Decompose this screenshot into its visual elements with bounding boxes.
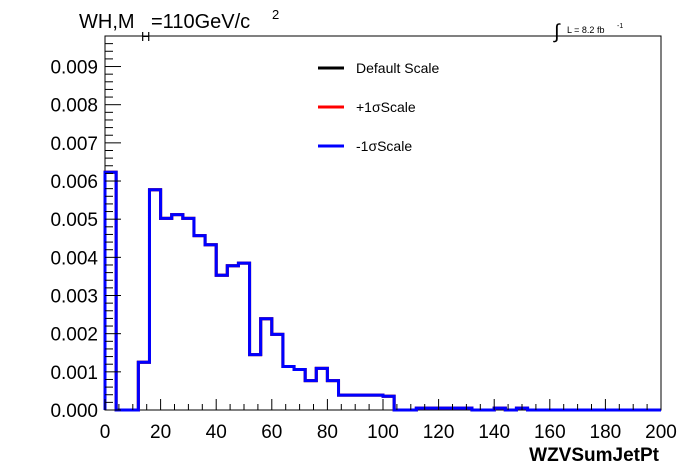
y-tick-label: 0.002 <box>50 325 98 346</box>
y-tick-label: 0.003 <box>50 287 98 308</box>
x-tick-label: 100 <box>367 422 399 443</box>
y-tick-label: 0.007 <box>50 134 98 155</box>
x-tick-label: 0 <box>100 422 111 443</box>
series-layer <box>103 170 661 412</box>
x-axis-title: WZVSumJetPt <box>529 445 660 466</box>
legend-label-2: +1σScale <box>356 99 416 115</box>
lumi-integral-sign: ∫ <box>553 21 561 43</box>
x-tick-label: 180 <box>590 422 622 443</box>
x-tick-label: 200 <box>645 422 677 443</box>
y-tick-label: 0.005 <box>50 210 98 231</box>
header-process: WH,M <box>79 11 135 33</box>
legend: Default Scale +1σScale -1σScale <box>318 60 439 154</box>
y-tick-label: 0.006 <box>50 172 98 193</box>
x-tick-label: 60 <box>261 422 282 443</box>
legend-label-1: Default Scale <box>356 60 439 76</box>
y-tick-label: 0.000 <box>50 401 98 422</box>
series-3-histogram <box>103 170 661 412</box>
x-tick-label: 120 <box>423 422 455 443</box>
legend-label-3: -1σScale <box>356 138 412 154</box>
x-tick-label: 20 <box>150 422 171 443</box>
lumi-superscript: -1 <box>617 23 623 30</box>
axis-ticks-layer: 0 20 40 60 80 100 120 140 160 180 200 0.000 0.001 0.0… <box>50 35 677 443</box>
y-tick-label: 0.009 <box>50 58 98 79</box>
y-tick-label: 0.008 <box>50 96 98 117</box>
x-tick-label: 140 <box>478 422 510 443</box>
y-tick-label: 0.004 <box>50 248 98 269</box>
lumi-label: L = 8.2 fb <box>567 25 604 35</box>
y-tick-label: 0.001 <box>50 363 98 384</box>
x-tick-label: 40 <box>206 422 227 443</box>
x-tick-label: 80 <box>317 422 338 443</box>
header-mass: =110GeV/c <box>151 11 250 33</box>
header-superscript: 2 <box>272 7 279 22</box>
x-tick-label: 160 <box>534 422 566 443</box>
